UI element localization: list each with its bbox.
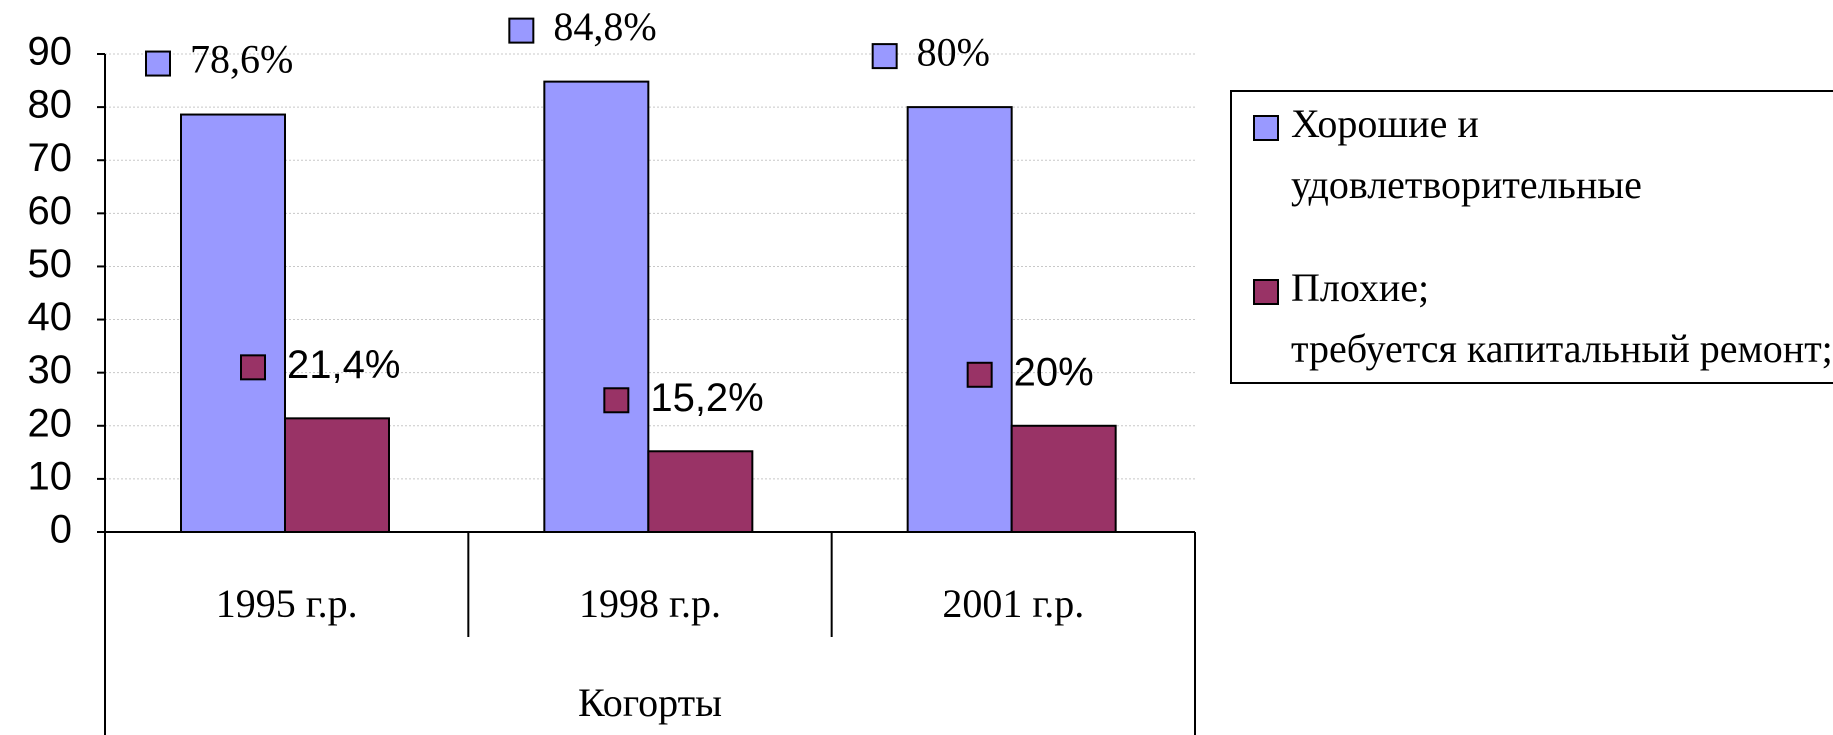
data-label: 20% bbox=[1014, 350, 1094, 394]
data-label-key bbox=[603, 387, 630, 414]
y-tick-label: 20 bbox=[28, 401, 73, 445]
legend-key bbox=[1253, 115, 1279, 141]
legend-box bbox=[1230, 90, 1833, 384]
y-tick-label: 0 bbox=[50, 508, 72, 552]
y-tick-label: 40 bbox=[28, 295, 73, 339]
y-tick-label: 70 bbox=[28, 136, 73, 180]
bar bbox=[543, 80, 650, 534]
bar bbox=[647, 450, 754, 534]
data-label: 15,2% bbox=[650, 376, 763, 420]
legend-label: Хорошие и удовлетворительные bbox=[1291, 101, 1642, 207]
data-label: 21,4% bbox=[287, 343, 400, 387]
x-tick-label: 1998 г.р. bbox=[579, 581, 721, 626]
bar bbox=[1010, 424, 1117, 533]
y-tick-label: 30 bbox=[28, 348, 73, 392]
data-label-key bbox=[508, 17, 535, 44]
data-label-key bbox=[871, 43, 898, 70]
y-tick-label: 50 bbox=[28, 242, 73, 286]
x-tick-label: 2001 г.р. bbox=[942, 581, 1084, 626]
data-label: 80% bbox=[917, 29, 990, 74]
y-tick-label: 60 bbox=[28, 189, 73, 233]
y-tick-label: 90 bbox=[28, 30, 73, 74]
bar bbox=[180, 113, 286, 534]
legend-label: Плохие;требуется капитальный ремонт; оче… bbox=[1291, 265, 1833, 371]
y-tick-label: 80 bbox=[28, 83, 73, 127]
data-label-key bbox=[240, 354, 266, 381]
x-axis-label: Когорты bbox=[578, 680, 722, 725]
x-tick-label: 1995 г.р. bbox=[216, 581, 358, 626]
bar bbox=[284, 417, 390, 533]
y-tick-label: 10 bbox=[28, 454, 73, 498]
bar bbox=[906, 106, 1013, 533]
data-label-key bbox=[966, 361, 993, 388]
legend-key bbox=[1253, 279, 1279, 305]
data-label: 84,8% bbox=[553, 4, 656, 49]
data-label-key bbox=[145, 50, 171, 77]
data-label: 78,6% bbox=[190, 37, 293, 82]
